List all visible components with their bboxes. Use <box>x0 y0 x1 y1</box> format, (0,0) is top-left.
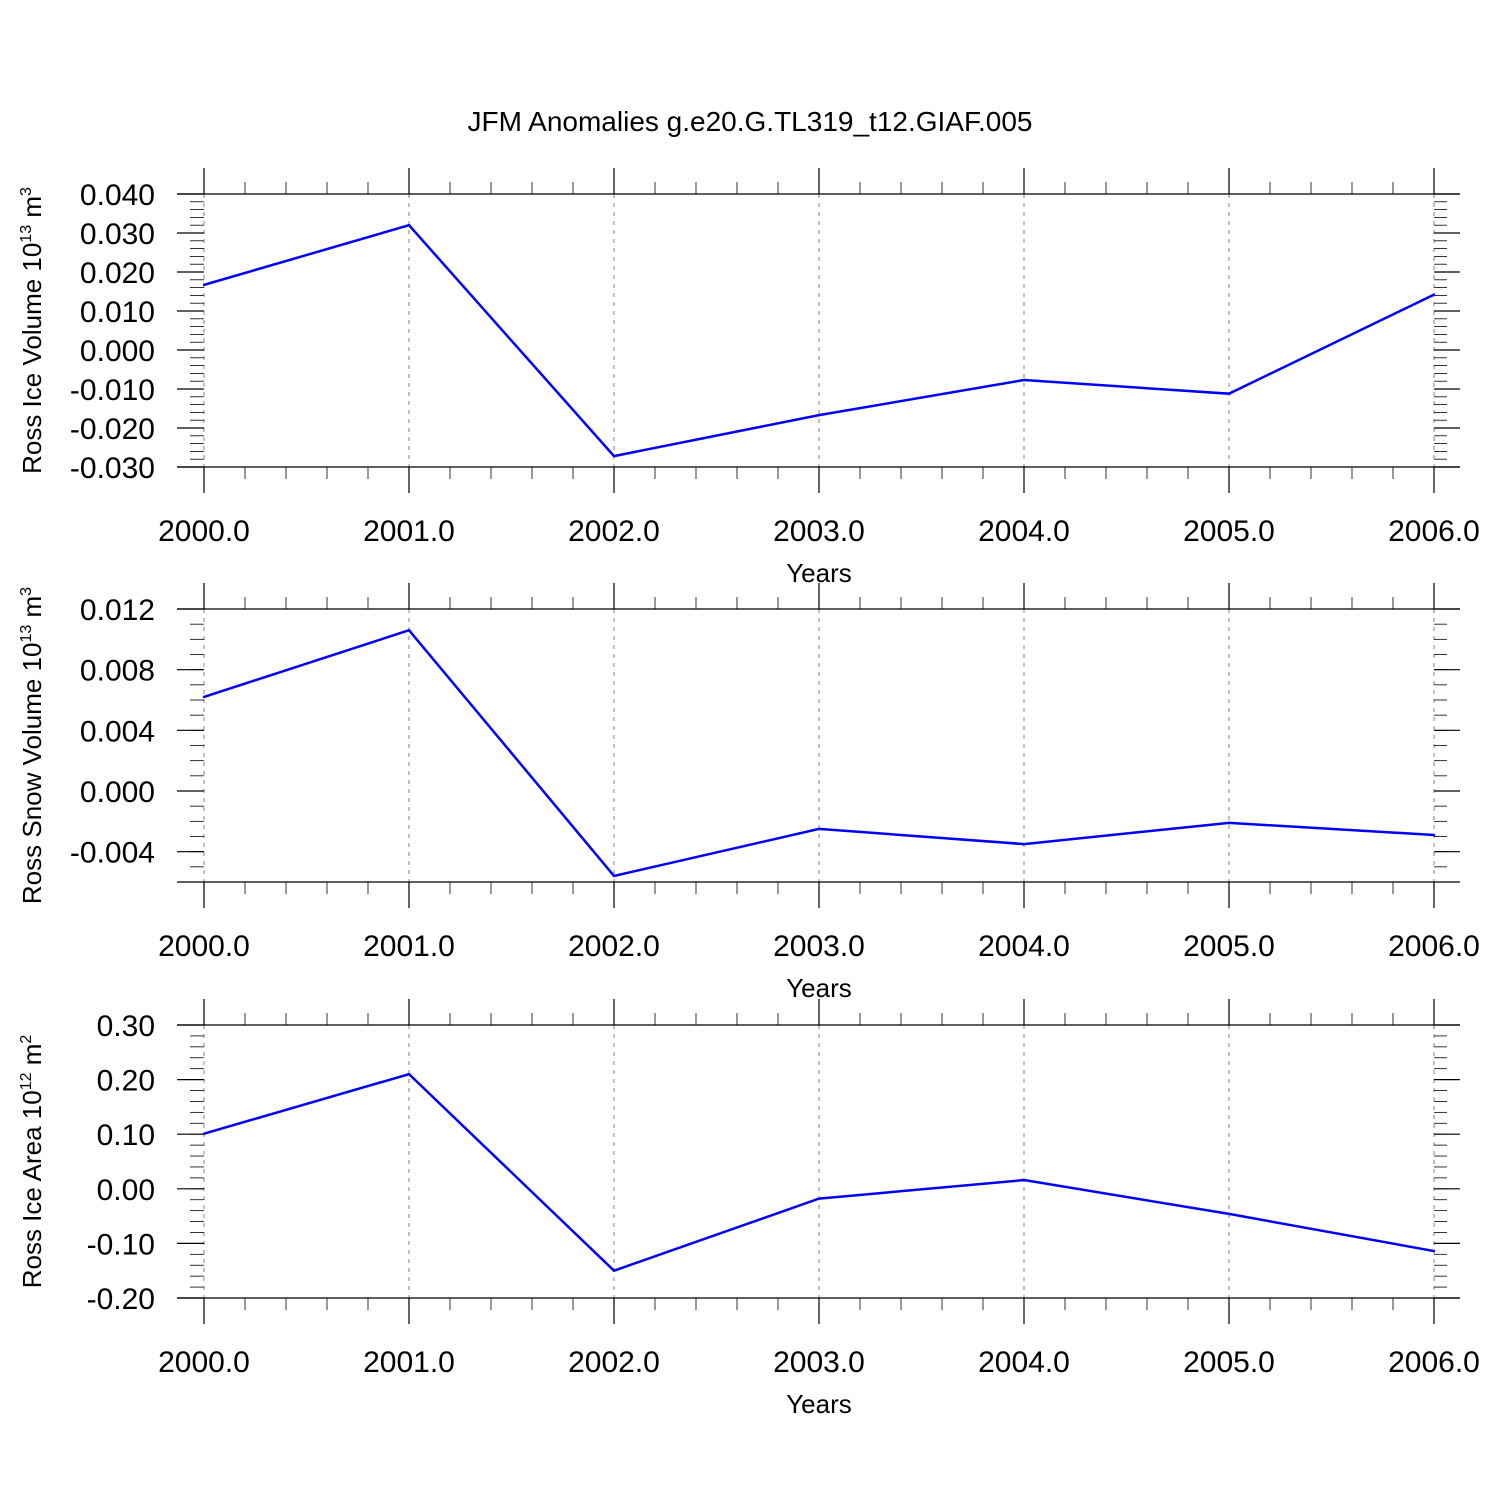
x-tick-label: 2002.0 <box>568 930 660 963</box>
x-tick-label: 2000.0 <box>158 515 250 548</box>
data-point <box>1432 833 1436 837</box>
y-axis-label-part: 12 <box>18 1072 35 1090</box>
data-point <box>202 695 206 699</box>
x-tick-label: 2001.0 <box>363 1346 455 1379</box>
y-axis-label-part: m <box>17 1044 47 1073</box>
y-axis-label-part: 2 <box>18 1035 35 1044</box>
data-point <box>407 629 411 632</box>
x-tick-label: 2005.0 <box>1183 515 1275 548</box>
x-tick-label: 2003.0 <box>773 515 865 548</box>
y-tick-label: -0.004 <box>70 837 155 870</box>
data-point <box>1227 392 1231 395</box>
data-point <box>817 827 821 831</box>
y-tick-label: 0.10 <box>97 1119 155 1152</box>
x-tick-label: 2004.0 <box>978 515 1070 548</box>
data-point <box>407 224 411 227</box>
data-point <box>202 283 206 287</box>
y-tick-label: -0.20 <box>87 1283 155 1316</box>
y-axis-label-part: m <box>17 196 47 225</box>
data-point <box>1022 378 1026 382</box>
y-axis-label: Ross Snow Volume 1013 m3 <box>17 587 47 904</box>
data-point <box>612 1269 616 1272</box>
x-tick-label: 2002.0 <box>568 1346 660 1379</box>
y-axis-label-part: Ross Ice Area 10 <box>17 1090 47 1288</box>
y-tick-label: 0.00 <box>97 1174 155 1207</box>
x-tick-label: 2004.0 <box>978 930 1070 963</box>
panel-snow-volume: 0.012 0.008 0.004 0.000 -0.004 2000.0 2001.0 20… <box>17 583 1480 1003</box>
y-axis-label-part: 3 <box>18 587 35 596</box>
y-tick-label: 0.010 <box>80 296 155 329</box>
data-point <box>1432 293 1436 296</box>
y-tick-label: 0.000 <box>80 776 155 809</box>
y-axis-label-part: 13 <box>18 225 35 243</box>
x-axis-label: Years <box>786 1389 852 1419</box>
y-axis-label-part: 3 <box>18 187 35 196</box>
figure-title: JFM Anomalies g.e20.G.TL319_t12.GIAF.005 <box>468 106 1033 137</box>
x-tick-label: 2003.0 <box>773 930 865 963</box>
y-axis-label: Ross Ice Volume 1013 m3 <box>17 187 47 474</box>
data-point <box>612 874 616 878</box>
data-point <box>1432 1249 1436 1253</box>
data-point <box>817 1197 821 1200</box>
data-point <box>1227 1212 1231 1216</box>
y-tick-label: 0.30 <box>97 1010 155 1043</box>
data-point <box>612 454 616 458</box>
data-point <box>407 1072 411 1076</box>
y-axis-label-part: Ross Ice Volume 10 <box>17 243 47 474</box>
data-point <box>817 413 821 417</box>
y-tick-label: 0.000 <box>80 335 155 368</box>
x-tick-label: 2001.0 <box>363 930 455 963</box>
data-point <box>1022 1178 1026 1182</box>
x-tick-label: 2006.0 <box>1388 930 1480 963</box>
x-tick-label: 2006.0 <box>1388 515 1480 548</box>
x-tick-label: 2005.0 <box>1183 930 1275 963</box>
x-tick-label: 2004.0 <box>978 1346 1070 1379</box>
x-axis-label: Years <box>786 973 852 1003</box>
y-tick-label: 0.004 <box>80 715 155 748</box>
y-tick-label: 0.008 <box>80 655 155 688</box>
y-axis-label-part: 13 <box>18 625 35 643</box>
y-tick-label: 0.040 <box>80 179 155 212</box>
y-tick-label: 0.030 <box>80 218 155 251</box>
panel-ice-volume: 0.040 0.030 0.020 0.010 0.000 -0.010 -0.020 -0.… <box>17 168 1480 588</box>
data-point <box>1227 821 1231 825</box>
y-tick-label: 0.012 <box>80 594 155 627</box>
data-point <box>1022 842 1026 846</box>
y-tick-label: 0.20 <box>97 1065 155 1098</box>
x-tick-label: 2000.0 <box>158 1346 250 1379</box>
x-tick-label: 2001.0 <box>363 515 455 548</box>
x-tick-label: 2003.0 <box>773 1346 865 1379</box>
data-point <box>202 1132 206 1135</box>
y-tick-label: -0.030 <box>70 452 155 485</box>
y-tick-label: -0.10 <box>87 1228 155 1261</box>
y-tick-label: -0.010 <box>70 374 155 407</box>
y-tick-label: 0.020 <box>80 257 155 290</box>
x-tick-label: 2005.0 <box>1183 1346 1275 1379</box>
x-tick-label: 2002.0 <box>568 515 660 548</box>
y-axis-label: Ross Ice Area 1012 m2 <box>17 1035 47 1289</box>
x-tick-label: 2006.0 <box>1388 1346 1480 1379</box>
y-axis-label-part: Ross Snow Volume 10 <box>17 643 47 905</box>
y-axis-label-part: m <box>17 596 47 625</box>
x-tick-label: 2000.0 <box>158 930 250 963</box>
y-tick-label: -0.020 <box>70 413 155 446</box>
